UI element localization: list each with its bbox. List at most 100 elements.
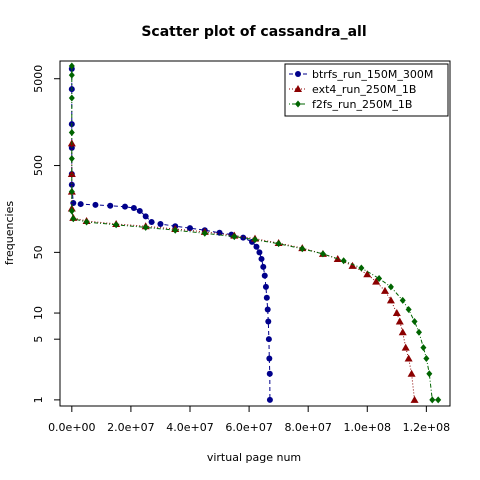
series-2-point-27: [423, 354, 430, 362]
series-2-point-29: [429, 396, 436, 404]
x-tick-label-5: 1.0e+08: [344, 421, 391, 434]
series-2-point-23: [405, 305, 412, 313]
series-2-point-7: [70, 215, 77, 223]
series-0-point-33: [266, 355, 273, 362]
y-tick-label-0: 1: [32, 396, 45, 403]
series-2-point-26: [420, 344, 427, 352]
series-2-point-20: [376, 275, 383, 283]
series-1-line: [71, 143, 415, 400]
x-tick-label-6: 1.2e+08: [403, 421, 450, 434]
series-0-point-23: [253, 243, 260, 250]
series-0-point-27: [261, 272, 268, 279]
series-2-point-15: [275, 240, 282, 248]
series-0-point-29: [263, 294, 270, 301]
series-2-point-30: [435, 396, 442, 404]
series-0-point-34: [266, 370, 273, 377]
series-1-point-25: [404, 354, 413, 362]
series-2-point-17: [319, 250, 326, 258]
series-2-point-9: [113, 221, 120, 229]
series-2-point-21: [387, 283, 394, 291]
series-0-line: [71, 68, 271, 400]
series-2-point-22: [399, 296, 406, 304]
series-0-point-17: [187, 225, 193, 232]
series-0-point-14: [148, 218, 155, 225]
series-1-point-23: [398, 328, 407, 336]
series-1-point-22: [395, 317, 404, 325]
series-2-point-2: [68, 94, 75, 102]
y-tick-label-4: 500: [32, 155, 45, 176]
series-2-point-6: [68, 207, 75, 215]
series-0-point-15: [157, 221, 164, 228]
series-0-point-7: [77, 201, 84, 208]
series-0-point-5: [68, 181, 75, 188]
series-1-point-19: [381, 286, 389, 294]
series-1-point-16: [348, 261, 357, 269]
series-2-point-1: [68, 71, 75, 79]
series-0-point-31: [265, 318, 272, 325]
series-2-point-12: [201, 229, 208, 237]
series-2-point-8: [83, 218, 90, 226]
series-1-point-27: [410, 395, 419, 403]
series-2-point-13: [231, 233, 238, 241]
series-1: [67, 139, 419, 403]
series-2-point-10: [142, 223, 149, 231]
series-0-point-11: [130, 205, 137, 212]
series-1-point-26: [407, 369, 416, 377]
series-1-point-1: [67, 169, 76, 177]
series-0-point-25: [258, 255, 265, 262]
series-2-point-18: [340, 257, 347, 265]
series-0-point-19: [216, 229, 223, 236]
x-axis-label: virtual page num: [207, 451, 301, 464]
series-2-point-11: [172, 226, 179, 234]
series-2-point-3: [68, 129, 75, 137]
series-0-point-24: [256, 249, 263, 256]
series-0: [68, 65, 273, 403]
legend-marker-0: [295, 71, 301, 77]
series-1-point-20: [386, 296, 395, 304]
series-0-point-26: [260, 263, 267, 270]
series-2-point-24: [411, 317, 418, 325]
series-0-point-9: [107, 202, 114, 209]
series-2-point-25: [415, 328, 422, 336]
x-axis: 0.0e+00 2.0e+07 4.0e+07 6.0e+07 8.0e+07 1.0e+…: [48, 405, 450, 434]
series-0-point-6: [70, 200, 77, 207]
series-0-point-13: [142, 213, 149, 220]
series-0-point-32: [265, 336, 272, 343]
y-axis: 1 5 10 50 500 5000: [32, 65, 61, 403]
series-2-point-5: [68, 188, 75, 196]
series-layer: [67, 62, 442, 404]
series-0-point-8: [92, 201, 99, 208]
series-0-point-12: [136, 207, 143, 214]
series-2-point-4: [68, 155, 75, 163]
series-2-point-14: [252, 236, 258, 244]
series-1-point-18: [372, 277, 381, 285]
y-tick-label-5: 5000: [32, 65, 45, 93]
series-0-point-30: [264, 306, 271, 313]
chart-title: Scatter plot of cassandra_all: [141, 24, 366, 40]
series-0-point-21: [240, 234, 247, 241]
y-tick-label-2: 10: [32, 306, 45, 320]
legend-label-2: f2fs_run_250M_1B: [312, 98, 412, 111]
x-tick-label-1: 2.0e+07: [107, 421, 154, 434]
series-2-point-28: [426, 370, 433, 378]
legend-box: [284, 63, 449, 117]
legend-label-0: btrfs_run_150M_300M: [312, 68, 433, 81]
series-2: [68, 62, 442, 404]
legend-label-1: ext4_run_250M_1B: [312, 83, 416, 96]
series-2-point-16: [299, 245, 306, 253]
x-tick-label-4: 8.0e+07: [284, 421, 331, 434]
series-1-point-17: [363, 270, 372, 278]
series-2-point-19: [358, 264, 365, 272]
series-0-point-28: [262, 283, 269, 290]
x-tick-label-0: 0.0e+00: [48, 421, 95, 434]
series-0-point-35: [266, 396, 273, 403]
legend-marker-1: [294, 85, 302, 92]
series-0-point-10: [122, 203, 128, 210]
series-2-point-0: [68, 62, 75, 70]
y-tick-label-1: 5: [32, 336, 45, 343]
x-tick-label-3: 6.0e+07: [225, 421, 272, 434]
legend: btrfs_run_150M_300M ext4_run_250M_1B f2fs_…: [284, 63, 449, 117]
y-axis-label: frequencies: [3, 201, 16, 265]
x-tick-label-2: 4.0e+07: [166, 421, 213, 434]
